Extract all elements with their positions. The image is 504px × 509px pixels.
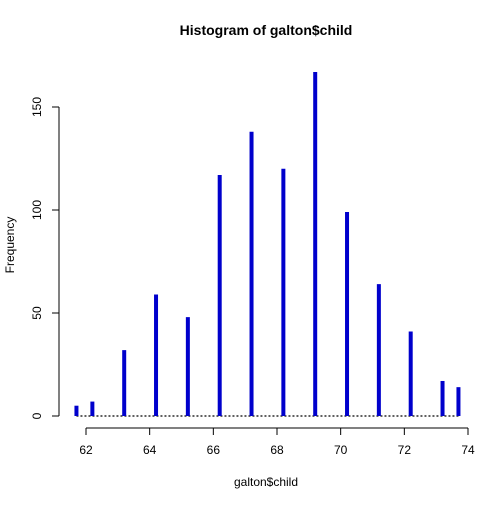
x-tick-label: 62 — [79, 443, 93, 457]
y-tick-label: 50 — [30, 306, 44, 320]
chart-marks: 62 64 66 68 70 72 74 0 50 100 150 — [30, 71, 475, 457]
x-tick-label: 70 — [334, 443, 348, 457]
y-tick-label: 0 — [30, 412, 44, 419]
x-tick-label: 66 — [207, 443, 221, 457]
x-tick-label: 74 — [461, 443, 475, 457]
y-tick-label: 100 — [30, 200, 44, 220]
chart-title: Histogram of galton$child — [180, 22, 353, 38]
x-tick-label: 64 — [143, 443, 157, 457]
x-axis-label: galton$child — [234, 475, 298, 489]
x-tick-label: 68 — [270, 443, 284, 457]
y-axis-label: Frequency — [3, 217, 17, 274]
x-tick-label: 72 — [398, 443, 412, 457]
y-tick-label: 150 — [30, 97, 44, 117]
